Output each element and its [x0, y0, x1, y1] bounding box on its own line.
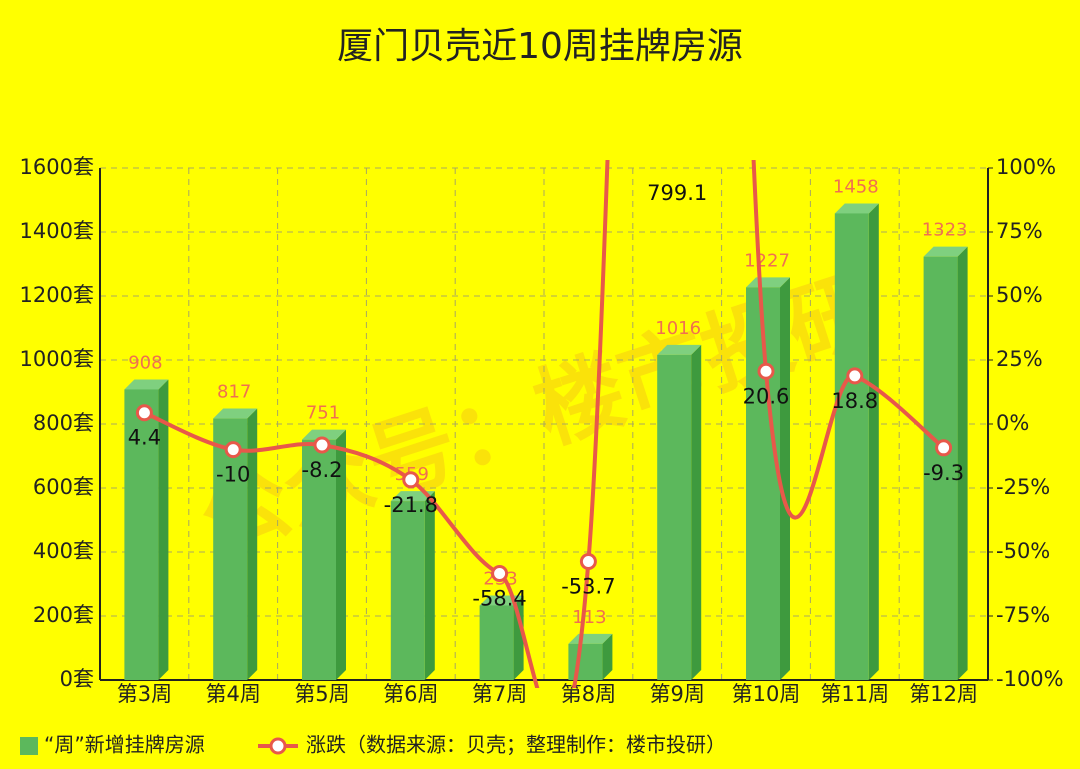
line-value-label: -53.7 [561, 574, 615, 598]
bar [479, 605, 514, 680]
y-tick-label: 0套 [60, 667, 94, 691]
bar-top [302, 429, 346, 440]
line-marker [935, 439, 953, 457]
line-value-label: -21.8 [384, 493, 438, 517]
bar-top [213, 408, 258, 419]
line-value-label: 18.8 [831, 389, 878, 413]
line-value-label: 799.1 [647, 181, 707, 205]
bar-value-label: 1016 [655, 318, 701, 339]
x-tick-label: 第11周 [820, 682, 889, 706]
bar [124, 389, 159, 680]
line-marker [135, 404, 153, 422]
bar [213, 418, 248, 680]
x-tick-label: 第7周 [472, 682, 527, 706]
y2-tick-label: -25% [996, 475, 1050, 499]
y2-tick-label: 100% [996, 155, 1056, 179]
bar-side [868, 203, 879, 680]
bar-side [158, 379, 169, 680]
y2-tick-label: 25% [996, 347, 1043, 371]
legend-marker [269, 737, 287, 755]
bar-value-label: 908 [128, 352, 162, 373]
bar-side [513, 595, 524, 680]
line-value-label: -8.2 [302, 458, 343, 482]
bar-top [834, 203, 879, 214]
bar-top [124, 379, 169, 390]
bar-side [691, 344, 702, 680]
x-tick-label: 第12周 [909, 682, 978, 706]
bar-value-label: 113 [572, 607, 606, 628]
bar-side [247, 408, 258, 680]
bar-side [336, 429, 346, 680]
y-tick-label: 1000套 [20, 347, 94, 371]
line-marker [579, 552, 597, 570]
y-tick-label: 1600套 [20, 155, 94, 179]
bar-value-label: 751 [306, 403, 340, 424]
legend-label: “周”新增挂牌房源 [44, 733, 205, 757]
chart-title: 厦门贝壳近10周挂牌房源 [337, 26, 743, 67]
line-value-label: 4.4 [128, 426, 161, 450]
line-marker [224, 441, 242, 459]
y-tick-label: 800套 [33, 411, 94, 435]
y-tick-label: 600套 [33, 475, 94, 499]
bar-value-label: 1227 [744, 250, 790, 271]
y-tick-label: 1200套 [20, 283, 94, 307]
bar-side [780, 277, 790, 680]
y-tick-label: 200套 [33, 603, 94, 627]
y2-tick-label: -100% [996, 667, 1064, 691]
line-value-label: 20.6 [743, 384, 790, 408]
bar [390, 501, 425, 680]
line-value-label: -10 [216, 463, 250, 487]
x-tick-label: 第6周 [383, 682, 438, 706]
x-tick-label: 第8周 [561, 682, 616, 706]
line-marker [846, 367, 864, 385]
line-marker [757, 362, 775, 380]
bar-top [923, 246, 968, 257]
bar [923, 256, 958, 680]
x-tick-label: 第5周 [294, 682, 349, 706]
bar [302, 439, 336, 680]
line-marker [402, 471, 420, 489]
y2-tick-label: 50% [996, 283, 1043, 307]
legend-swatch [20, 737, 38, 755]
bar [657, 354, 692, 680]
bar-value-label: 1323 [922, 220, 968, 241]
bar-top [657, 344, 702, 355]
bar-value-label: 817 [217, 382, 251, 403]
line-group [135, 160, 953, 688]
y2-tick-label: 0% [996, 411, 1029, 435]
y2-tick-label: 75% [996, 219, 1043, 243]
y-tick-label: 1400套 [20, 219, 94, 243]
bar-side [602, 633, 613, 680]
bar-side [424, 491, 435, 680]
x-tick-label: 第10周 [732, 682, 801, 706]
y2-tick-label: -75% [996, 603, 1050, 627]
x-tick-label: 第3周 [117, 682, 172, 706]
bar [834, 213, 869, 680]
line-marker [313, 436, 331, 454]
y2-tick-label: -50% [996, 539, 1050, 563]
y-tick-label: 400套 [33, 539, 94, 563]
line-marker [491, 565, 509, 583]
line-value-label: -58.4 [472, 587, 526, 611]
line-value-label: -9.3 [923, 461, 964, 485]
bar-top [746, 277, 790, 288]
x-tick-label: 第4周 [206, 682, 261, 706]
bar-side [957, 246, 968, 680]
x-tick-label: 第9周 [650, 682, 705, 706]
bar [568, 643, 603, 680]
legend-label: 涨跌（数据来源：贝壳；整理制作：楼市投研） [306, 733, 726, 757]
bar-value-label: 1458 [833, 176, 879, 197]
